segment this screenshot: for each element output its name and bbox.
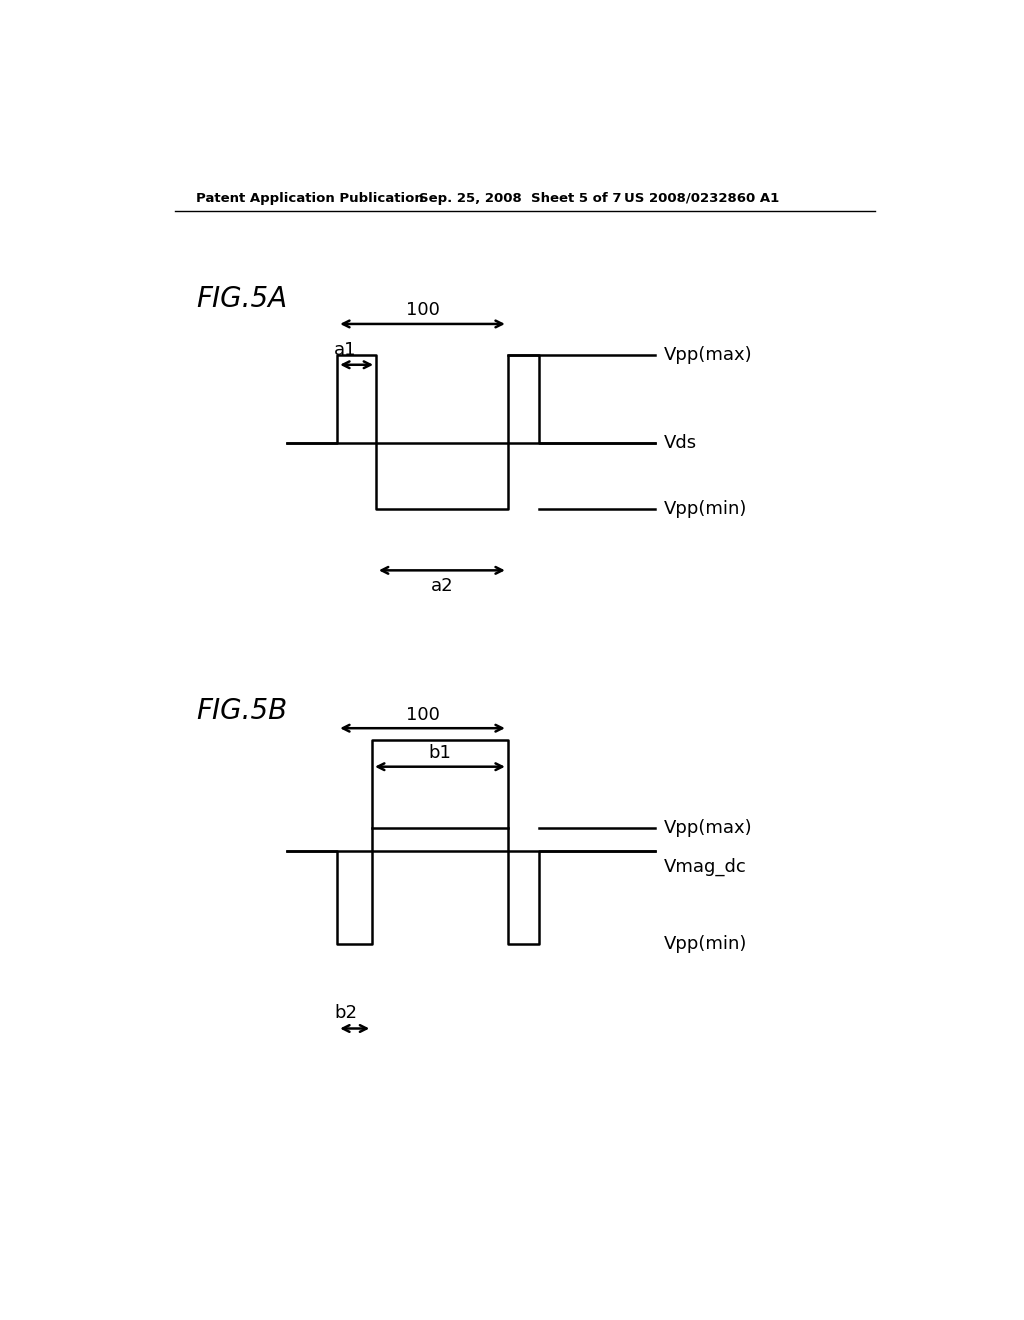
Text: 100: 100 <box>406 706 439 723</box>
Text: Vpp(min): Vpp(min) <box>665 500 748 517</box>
Text: Vmag_dc: Vmag_dc <box>665 858 748 876</box>
Text: Vpp(min): Vpp(min) <box>665 935 748 953</box>
Text: Vpp(max): Vpp(max) <box>665 820 753 837</box>
Text: Vds: Vds <box>665 434 697 453</box>
Text: a1: a1 <box>334 341 356 359</box>
Text: Vpp(max): Vpp(max) <box>665 346 753 364</box>
Text: a2: a2 <box>430 577 454 594</box>
Text: Patent Application Publication: Patent Application Publication <box>197 191 424 205</box>
Text: b1: b1 <box>428 744 452 762</box>
Text: US 2008/0232860 A1: US 2008/0232860 A1 <box>624 191 779 205</box>
Text: b2: b2 <box>334 1005 357 1022</box>
Text: FIG.5B: FIG.5B <box>197 697 288 726</box>
Text: FIG.5A: FIG.5A <box>197 285 288 313</box>
Text: 100: 100 <box>406 301 439 319</box>
Text: Sep. 25, 2008  Sheet 5 of 7: Sep. 25, 2008 Sheet 5 of 7 <box>419 191 622 205</box>
